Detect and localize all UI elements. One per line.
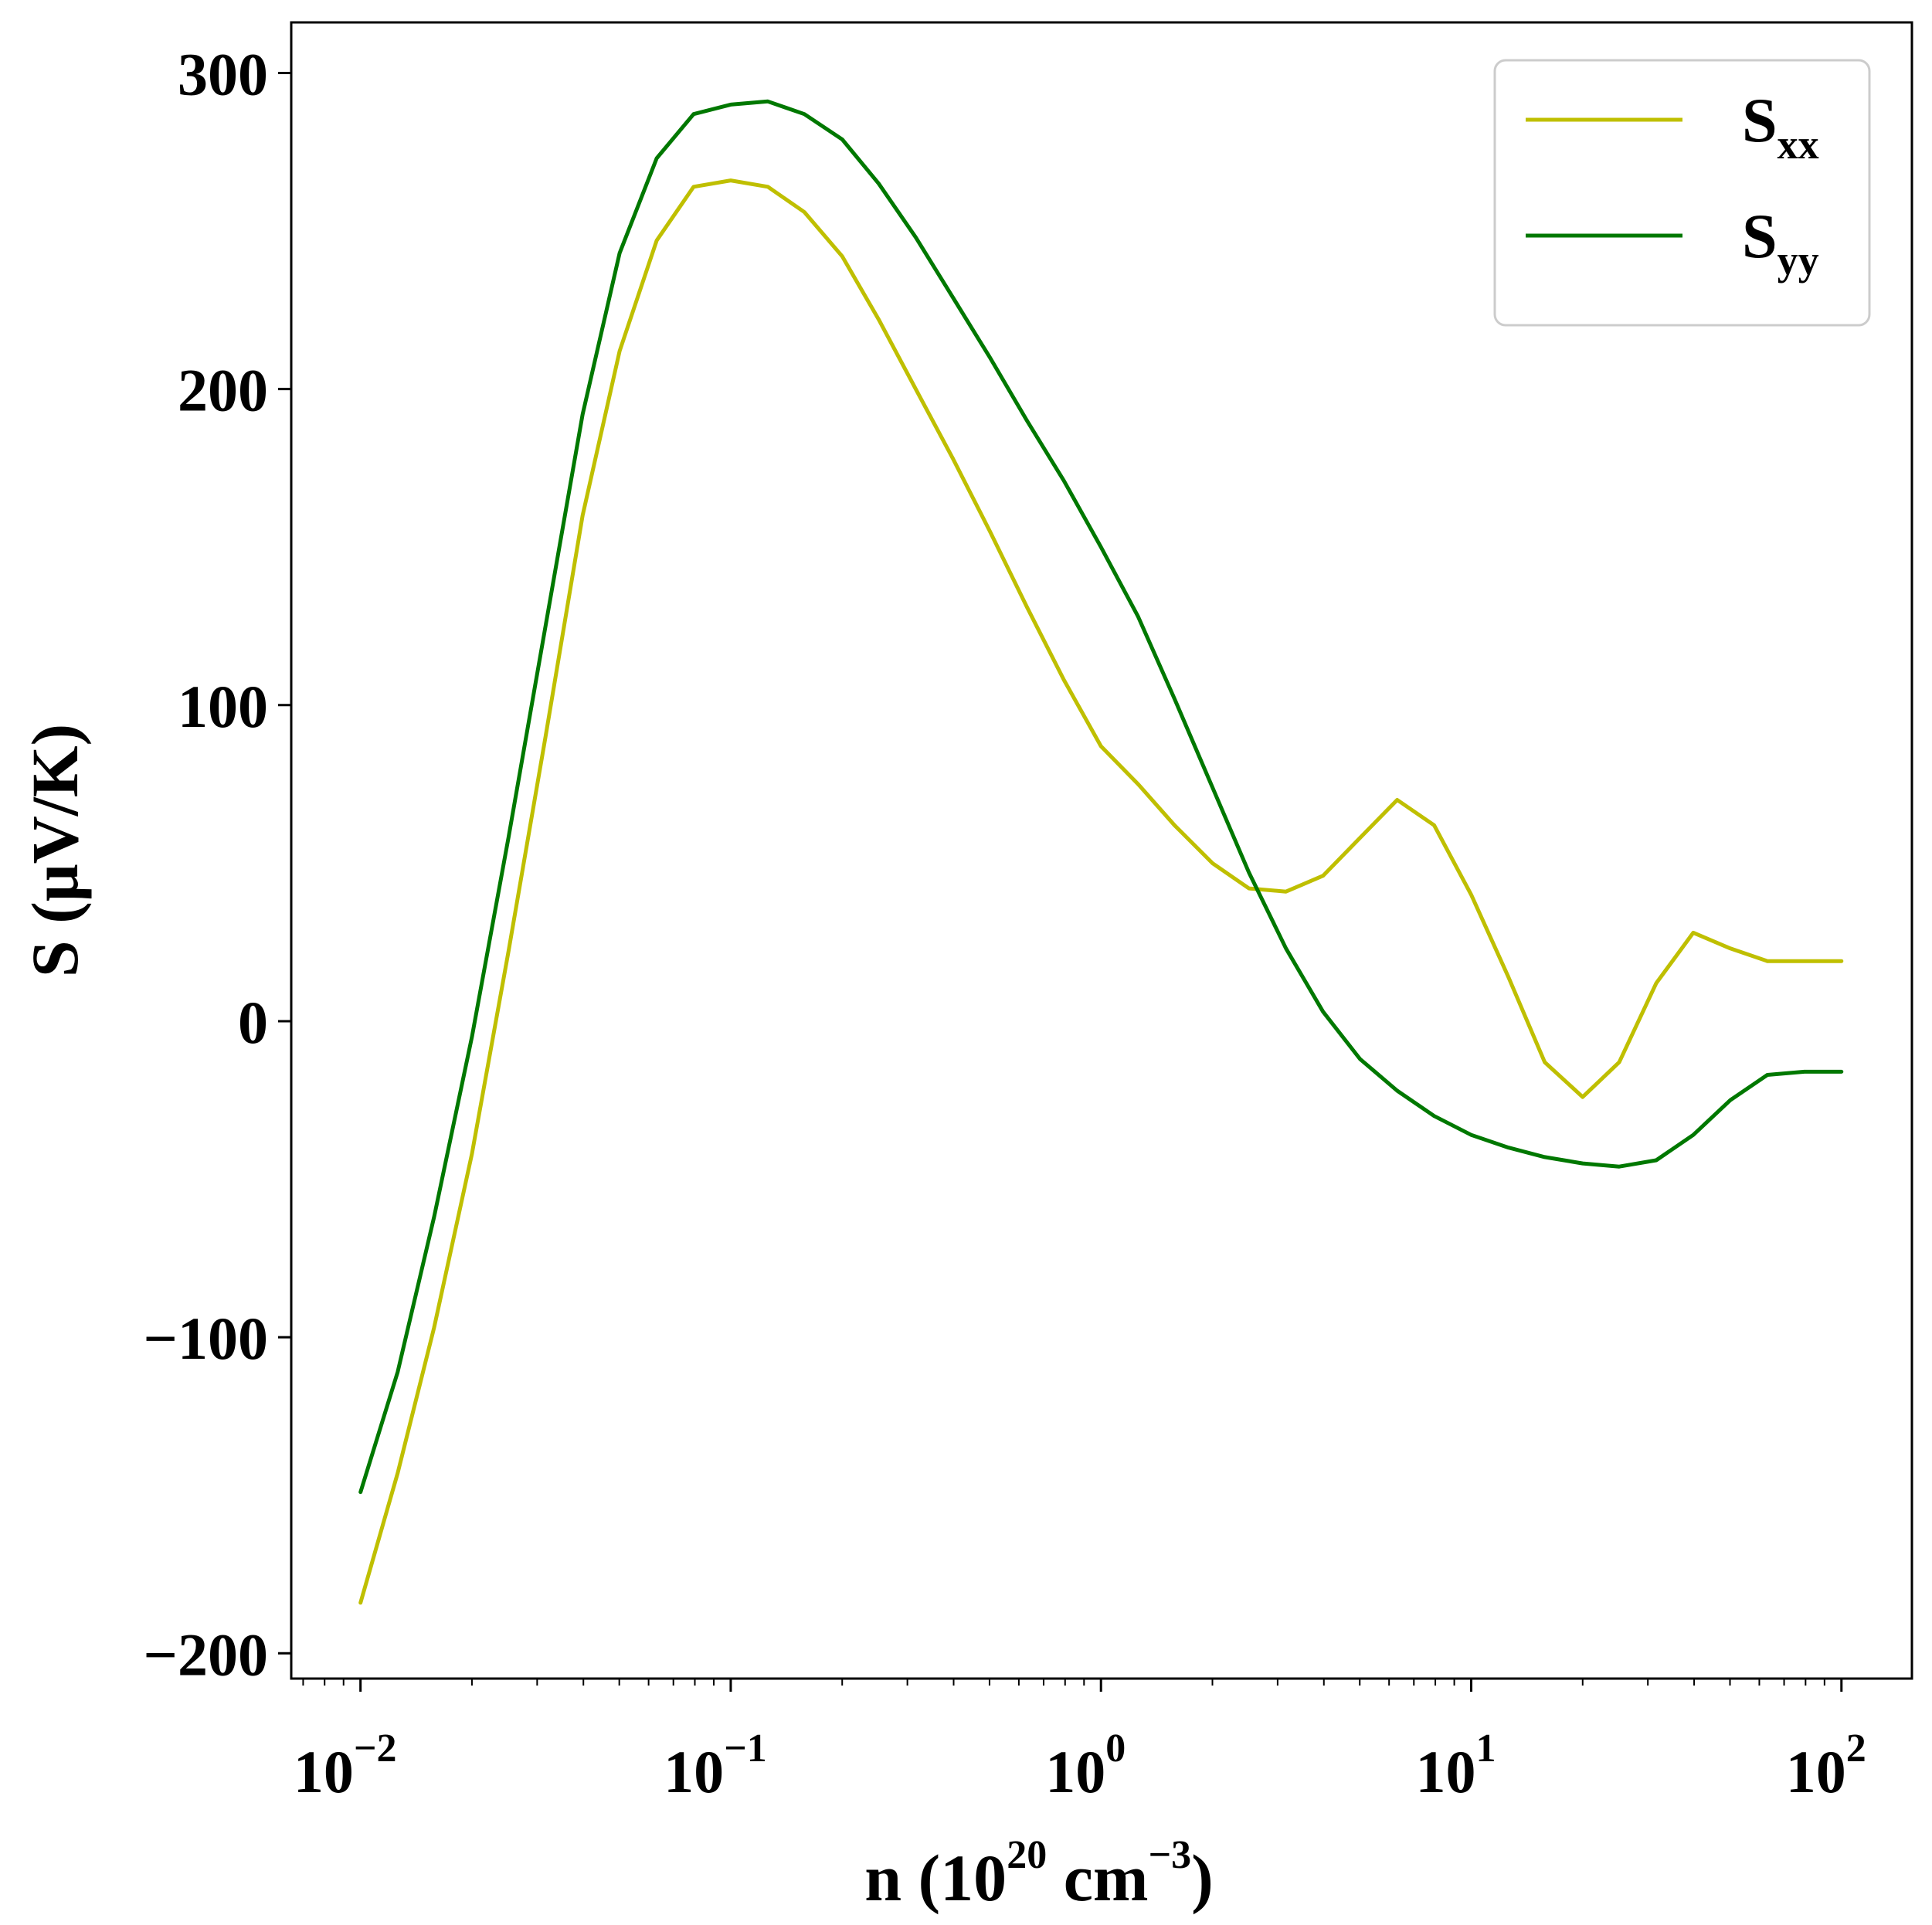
legend-box — [1493, 59, 1871, 327]
legend: Sxx Syy — [1493, 59, 1871, 327]
x-axis-label: n (1020 cm−3) — [864, 1833, 1214, 1915]
series-line-xx — [358, 178, 1844, 1605]
legend-label-sxx: Sxx — [1742, 85, 1819, 168]
y-tick-labels: −200 −100 0 100 200 300 — [144, 40, 268, 1688]
x-tick-label: 100 — [1045, 1726, 1126, 1805]
series-layer — [358, 99, 1844, 1605]
x-tick-label: 10−2 — [294, 1726, 397, 1805]
y-tick-label: −200 — [144, 1621, 268, 1688]
x-tick-label: 102 — [1786, 1726, 1866, 1805]
axis-major-ticks — [278, 71, 1843, 1692]
legend-label-syy: Syy — [1742, 201, 1819, 283]
y-tick-label: 0 — [238, 989, 268, 1056]
y-tick-label: 100 — [178, 673, 268, 740]
y-axis-label: S (μV/K) — [18, 724, 92, 977]
x-tick-label: 10−1 — [664, 1726, 767, 1805]
y-tick-label: 200 — [178, 357, 268, 424]
plot-frame — [290, 21, 1913, 1680]
series-line-yy — [358, 99, 1844, 1495]
x-tick-labels: 10−2 10−1 100 101 102 — [294, 1726, 1866, 1805]
x-tick-label: 101 — [1416, 1726, 1496, 1805]
y-tick-label: −100 — [144, 1305, 268, 1372]
y-tick-label: 300 — [178, 40, 268, 107]
